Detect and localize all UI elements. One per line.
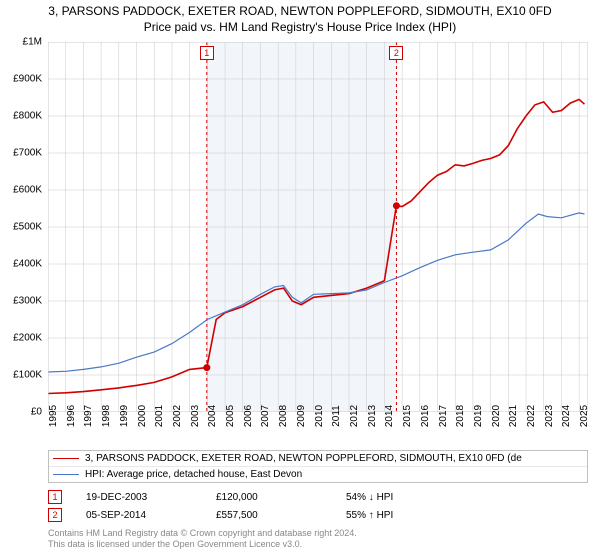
y-tick-label: £500K — [13, 222, 42, 233]
event-table: 1 19-DEC-2003£120,00054% ↓ HPI 2 05-SEP-201… — [48, 488, 588, 524]
legend-row: 3, PARSONS PADDOCK, EXETER ROAD, NEWTON … — [49, 451, 587, 467]
event-price: £557,500 — [216, 510, 346, 521]
event-diff: 55% ↑ HPI — [346, 510, 476, 521]
x-tick-label: 2002 — [172, 405, 183, 427]
event-diff: 54% ↓ HPI — [346, 492, 476, 503]
event-marker-2: 2 — [389, 46, 403, 60]
event-row: 1 19-DEC-2003£120,00054% ↓ HPI — [48, 488, 588, 506]
x-tick-label: 1996 — [66, 405, 77, 427]
y-tick-label: £600K — [13, 185, 42, 196]
y-tick-label: £900K — [13, 74, 42, 85]
x-tick-label: 2021 — [508, 405, 519, 427]
y-tick-label: £1M — [23, 37, 42, 48]
x-tick-label: 2018 — [455, 405, 466, 427]
chart-title-line1: 3, PARSONS PADDOCK, EXETER ROAD, NEWTON … — [0, 0, 600, 20]
chart-container: 3, PARSONS PADDOCK, EXETER ROAD, NEWTON … — [0, 0, 600, 560]
chart-area: £0£100K£200K£300K£400K£500K£600K£700K£80… — [48, 42, 588, 412]
legend-swatch — [53, 458, 79, 459]
event-row-marker: 2 — [48, 508, 62, 522]
x-tick-label: 2007 — [260, 405, 271, 427]
x-tick-label: 2022 — [526, 405, 537, 427]
x-tick-label: 2004 — [207, 405, 218, 427]
x-tick-label: 2008 — [278, 405, 289, 427]
x-tick-label: 2005 — [225, 405, 236, 427]
y-tick-label: £400K — [13, 259, 42, 270]
legend-label: HPI: Average price, detached house, East… — [85, 469, 302, 480]
x-tick-label: 2019 — [473, 405, 484, 427]
x-tick-label: 2013 — [367, 405, 378, 427]
event-date: 05-SEP-2014 — [86, 510, 216, 521]
y-tick-label: £700K — [13, 148, 42, 159]
x-tick-label: 1997 — [83, 405, 94, 427]
event-row: 2 05-SEP-2014£557,50055% ↑ HPI — [48, 506, 588, 524]
footer-line2: This data is licensed under the Open Gov… — [48, 539, 357, 550]
event-date: 19-DEC-2003 — [86, 492, 216, 503]
x-tick-label: 2009 — [296, 405, 307, 427]
y-tick-label: £200K — [13, 333, 42, 344]
y-tick-label: £300K — [13, 296, 42, 307]
y-tick-label: £100K — [13, 370, 42, 381]
x-tick-label: 2024 — [561, 405, 572, 427]
x-tick-label: 2023 — [544, 405, 555, 427]
chart-svg — [48, 42, 588, 412]
legend: 3, PARSONS PADDOCK, EXETER ROAD, NEWTON … — [48, 450, 588, 483]
x-tick-label: 2003 — [190, 405, 201, 427]
chart-title-line2: Price paid vs. HM Land Registry's House … — [0, 20, 600, 34]
legend-swatch — [53, 474, 79, 475]
x-tick-label: 2000 — [137, 405, 148, 427]
y-tick-label: £800K — [13, 111, 42, 122]
x-tick-label: 2011 — [331, 405, 342, 427]
x-tick-label: 2010 — [314, 405, 325, 427]
legend-row: HPI: Average price, detached house, East… — [49, 467, 587, 482]
x-tick-label: 2017 — [438, 405, 449, 427]
footer-line1: Contains HM Land Registry data © Crown c… — [48, 528, 357, 539]
event-row-marker: 1 — [48, 490, 62, 504]
x-tick-label: 1999 — [119, 405, 130, 427]
x-tick-label: 2020 — [491, 405, 502, 427]
x-tick-label: 1995 — [48, 405, 59, 427]
x-tick-label: 2001 — [154, 405, 165, 427]
event-price: £120,000 — [216, 492, 346, 503]
legend-label: 3, PARSONS PADDOCK, EXETER ROAD, NEWTON … — [85, 453, 522, 464]
event-marker-1: 1 — [200, 46, 214, 60]
x-tick-label: 2015 — [402, 405, 413, 427]
x-tick-label: 1998 — [101, 405, 112, 427]
x-tick-label: 2006 — [243, 405, 254, 427]
y-tick-label: £0 — [31, 407, 42, 418]
x-tick-label: 2014 — [384, 405, 395, 427]
x-tick-label: 2012 — [349, 405, 360, 427]
x-tick-label: 2025 — [579, 405, 590, 427]
footer: Contains HM Land Registry data © Crown c… — [48, 528, 357, 551]
x-tick-label: 2016 — [420, 405, 431, 427]
